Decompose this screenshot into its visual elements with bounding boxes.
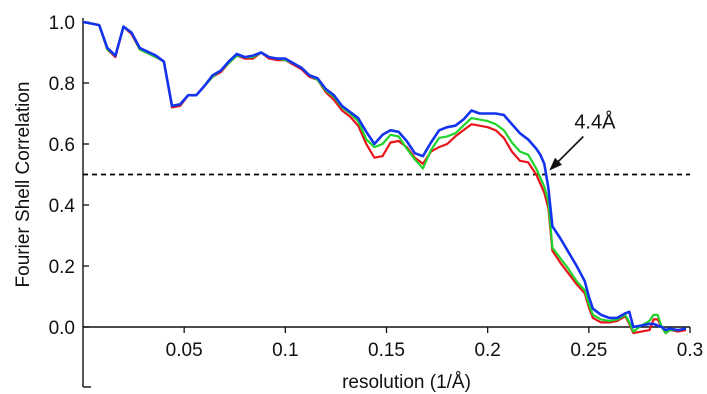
x-tick-label: 0.05 [166, 340, 203, 361]
x-tick-label: 0.15 [368, 340, 405, 361]
y-tick-label: 0.0 [49, 318, 75, 339]
y-tick-label: 1.0 [49, 13, 75, 34]
y-tick-label: 0.6 [49, 135, 75, 156]
x-axis-title: resolution (1/Å) [342, 372, 471, 393]
resolution-annotation-label: 4.4Å [574, 111, 616, 134]
y-tick-label: 0.4 [49, 196, 76, 217]
x-tick-label: 0.3 [677, 340, 703, 361]
x-tick-label: 0.1 [272, 340, 298, 361]
y-tick-label: 0.8 [49, 74, 75, 95]
fsc-series-line-2 [82, 20, 687, 335]
annotation-arrow [554, 135, 584, 166]
annotation-arrowhead [549, 157, 562, 171]
series-layer [82, 20, 687, 335]
x-tick-label: 0.2 [474, 340, 500, 361]
y-tick-label: 0.2 [49, 257, 75, 278]
y-axis-title: Fourier Shell Correlation [13, 82, 34, 288]
fsc-series-line-1 [82, 20, 687, 335]
fsc-series-line-3 [82, 20, 687, 332]
x-tick-label: 0.25 [570, 340, 607, 361]
annotation-layer: 4.4Å [549, 111, 616, 171]
axes: 0.0 0.2 0.4 0.6 0.8 1.0 0.05 0.1 0.15 0.2 0.25 0.3 [49, 13, 703, 388]
